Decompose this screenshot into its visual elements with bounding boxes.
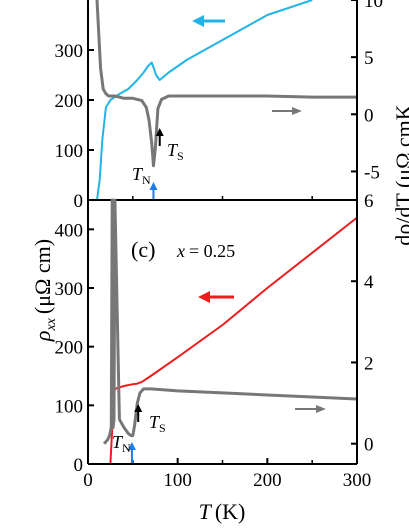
panel-top-right-tick-label: -5	[364, 162, 380, 183]
panel-bottom-left-tick-label: 300	[55, 279, 84, 300]
panel-bottom-left-tick-label: 0	[74, 455, 84, 476]
panel-bottom-x-tick-label: 300	[343, 470, 372, 491]
panel-top-axes	[87, 0, 358, 201]
panel-top-left-tick-label: 200	[55, 91, 84, 112]
panel-top-right-tick-label: 5	[364, 48, 374, 69]
panel-bottom-tn-marker	[127, 442, 136, 463]
svg-text:dρ/dT (μΩ cmK: dρ/dT (μΩ cmK	[391, 104, 409, 245]
panel-bottom-tn-label: TN	[112, 432, 131, 455]
panel-bottom-right-tick-label: 2	[364, 353, 374, 374]
panel-top-right-tick-label: 0	[364, 105, 374, 126]
panel-bottom-left-axis-arrow	[198, 291, 234, 303]
panel-label-c: (c)	[131, 237, 155, 262]
panel-bottom-right-tick-label: 6	[364, 191, 374, 212]
panel-bottom-left-tick-label: 400	[55, 220, 84, 241]
panel-bottom-ts-label: TS	[149, 412, 166, 435]
panel-top-ts-marker	[155, 128, 164, 146]
svg-text:ρxx(μΩ cm): ρxx(μΩ cm)	[30, 239, 59, 342]
panel-top-left-tick-label: 0	[74, 191, 84, 212]
panel-bottom-series	[102, 198, 358, 465]
panel-bottom-left-tick-label: 100	[55, 396, 84, 417]
panel-top-right-tick-label: 10	[364, 0, 383, 12]
panel-top-series	[95, 0, 357, 201]
panel-top-left-axis-arrow	[192, 15, 225, 27]
panel-bottom-ts-marker	[134, 404, 143, 422]
panel-bottom-series-derivative-line	[102, 198, 358, 445]
panel-top-tn-label: TN	[132, 164, 151, 187]
panel-bottom-axes	[87, 200, 358, 465]
panel-bottom-right-tick-label: 0	[364, 435, 374, 456]
y-axis-label-right: dρ/dT (μΩ cmK	[391, 104, 409, 245]
x-axis-label: T (K)	[199, 499, 246, 524]
panel-bottom-left-tick-label: 200	[55, 338, 84, 359]
panel-bottom-ticks: 0 100 200 300 400 0 2 4 6 0 100 200 300	[55, 191, 375, 491]
panel-top: 0 100 200 300 -5 0 5 10 TN TS	[55, 0, 383, 212]
panel-top-tn-marker	[149, 182, 158, 199]
panel-top-series-derivative-line	[95, 0, 357, 168]
panel-top-ticks: 0 100 200 300 -5 0 5 10	[55, 0, 383, 212]
panel-top-ts-label: TS	[167, 140, 184, 163]
y-axis-label-left: ρxx(μΩ cm)	[30, 239, 59, 342]
composition-label: x = 0.25	[176, 241, 235, 261]
panel-bottom-right-axis-arrow	[295, 405, 326, 413]
panel-top-series-resistivity-line	[96, 0, 313, 201]
panel-bottom-right-tick-label: 4	[364, 272, 374, 293]
panel-bottom-x-tick-label: 100	[163, 470, 192, 491]
panel-bottom-x-tick-label: 0	[83, 470, 93, 491]
panel-top-left-tick-label: 300	[55, 41, 84, 62]
panel-top-left-tick-label: 100	[55, 141, 84, 162]
panel-bottom-x-tick-label: 200	[253, 470, 282, 491]
panel-top-right-axis-arrow	[272, 107, 302, 115]
